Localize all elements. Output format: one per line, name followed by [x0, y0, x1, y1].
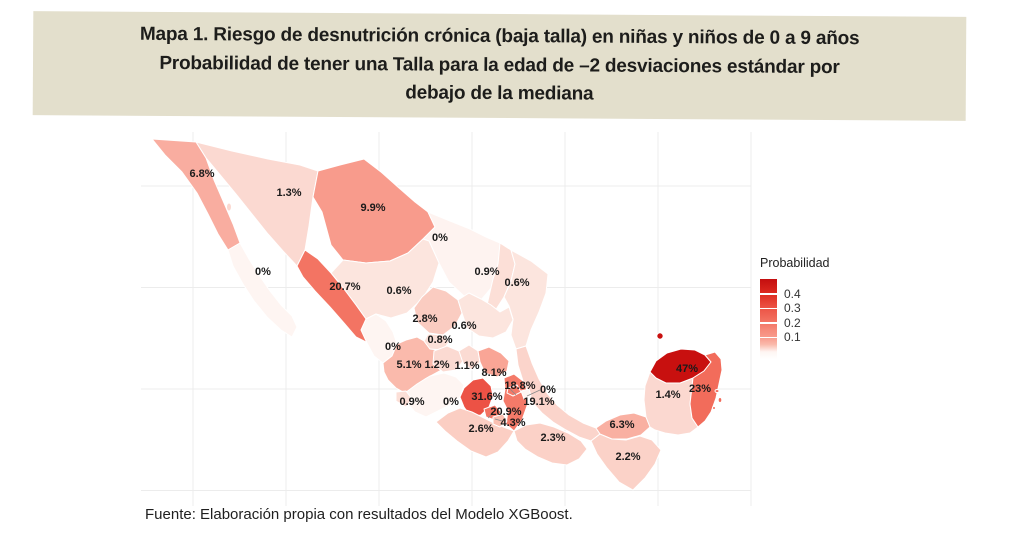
island-tiburon: [226, 202, 232, 212]
value-label: 2.8%: [412, 313, 437, 325]
island-coast-1: [717, 397, 723, 403]
value-label: 0%: [385, 341, 401, 353]
label-leader-lines: [487, 388, 541, 422]
value-label: 8.1%: [481, 367, 506, 379]
leader-line: [509, 388, 517, 396]
value-label: 0%: [432, 232, 448, 244]
state-san-luis-potosi: [457, 292, 514, 339]
island-coast-2: [712, 406, 716, 410]
state-baja-california-sur: [227, 242, 298, 338]
value-label: 0%: [255, 266, 271, 278]
value-label: 0.6%: [504, 277, 529, 289]
legend-tick-mark: [760, 307, 777, 309]
legend-tick-mark: [760, 293, 777, 295]
value-label: 0.6%: [386, 285, 411, 297]
legend-tick-label: 0.1: [784, 330, 801, 345]
island-cozumel: [714, 389, 720, 393]
state-small-b: [520, 388, 532, 400]
value-label: 0.9%: [474, 266, 499, 278]
state-nayarit: [360, 313, 398, 364]
leader-line: [487, 412, 494, 419]
legend-tick-label: 0.2: [784, 315, 801, 330]
value-label: 20.7%: [329, 281, 360, 293]
state-oaxaca: [513, 422, 588, 466]
value-label: 31.6%: [471, 391, 502, 403]
leader-line: [526, 389, 541, 397]
legend-tick-mark: [760, 336, 777, 338]
legend-tick-mark: [760, 322, 777, 324]
island-alacranes: [656, 332, 664, 340]
value-label: 19.1%: [523, 396, 554, 408]
value-label: 20.9%: [490, 406, 521, 418]
value-label: 47%: [676, 363, 698, 375]
value-label: 2.3%: [540, 432, 565, 444]
leader-line: [494, 418, 503, 422]
value-label: 5.1%: [396, 359, 421, 371]
source-note: Fuente: Elaboración propia con resultado…: [145, 506, 573, 523]
value-label: 4.3%: [500, 417, 525, 429]
legend-gradient-bar: [760, 279, 777, 359]
legend-title: Probabilidad: [760, 256, 830, 270]
value-label: 0.6%: [451, 320, 476, 332]
value-label: 9.9%: [360, 202, 385, 214]
state-tlaxcala: [506, 384, 522, 397]
state-polygons: [151, 138, 723, 491]
state-hidalgo: [477, 346, 510, 378]
value-label: 0%: [443, 396, 459, 408]
value-label: 23%: [689, 383, 711, 395]
value-label: 1.1%: [454, 360, 479, 372]
value-label: 1.4%: [655, 389, 680, 401]
state-quintana-roo: [689, 351, 723, 428]
value-labels: 6.8% 1.3% 9.9% 0% 0% 20.7% 0.6% 0.9% 0.6% 2.8% 0.6…: [189, 168, 711, 463]
value-label: 1.3%: [276, 187, 301, 199]
value-label: 0.8%: [427, 334, 452, 346]
legend-body: 0.4 0.3 0.2 0.1: [758, 279, 878, 361]
value-label: 2.6%: [468, 423, 493, 435]
value-label: 6.8%: [189, 168, 214, 180]
state-guanajuato: [432, 345, 464, 373]
legend-tick-label: 0.3: [784, 301, 801, 316]
legend: Probabilidad 0.4 0.3 0.2 0.1: [758, 256, 878, 361]
legend-tick-label: 0.4: [784, 286, 801, 301]
value-label: 6.3%: [609, 419, 634, 431]
state-colima: [395, 390, 413, 408]
value-label: 2.2%: [615, 451, 640, 463]
value-label: 1.2%: [424, 359, 449, 371]
value-label: 18.8%: [504, 380, 535, 392]
value-label: 0.9%: [399, 396, 424, 408]
value-label: 0%: [540, 384, 556, 396]
